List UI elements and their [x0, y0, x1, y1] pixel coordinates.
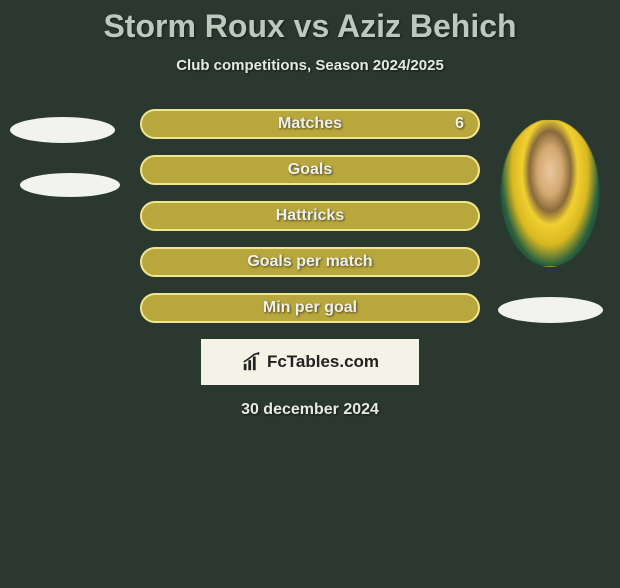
bar-matches: Matches 6	[140, 109, 480, 139]
bar-value-right: 6	[455, 115, 464, 133]
bar-label: Hattricks	[276, 207, 344, 225]
subtitle: Club competitions, Season 2024/2025	[0, 57, 620, 74]
bar-min-per-goal: Min per goal	[140, 293, 480, 323]
bar-hattricks: Hattricks	[140, 201, 480, 231]
logo-text: FcTables.com	[267, 352, 379, 372]
left-player-column	[0, 109, 125, 197]
left-stat-bubble-2	[20, 173, 120, 197]
left-stat-bubble-1	[10, 117, 115, 143]
comparison-content: Matches 6 Goals Hattricks Goals per matc…	[0, 109, 620, 439]
right-player-column	[490, 119, 610, 323]
right-player-image	[500, 119, 600, 267]
right-stat-bubble	[498, 297, 603, 323]
page-title: Storm Roux vs Aziz Behich	[0, 8, 620, 45]
stat-bars: Matches 6 Goals Hattricks Goals per matc…	[140, 109, 480, 323]
bar-label: Matches	[278, 115, 342, 133]
chart-icon	[241, 351, 263, 373]
bar-goals-per-match: Goals per match	[140, 247, 480, 277]
logo-box[interactable]: FcTables.com	[201, 339, 419, 385]
bar-label: Goals	[288, 161, 332, 179]
bar-label: Goals per match	[247, 253, 372, 271]
bar-goals: Goals	[140, 155, 480, 185]
bar-label: Min per goal	[263, 299, 357, 317]
date-text: 30 december 2024	[0, 401, 620, 419]
